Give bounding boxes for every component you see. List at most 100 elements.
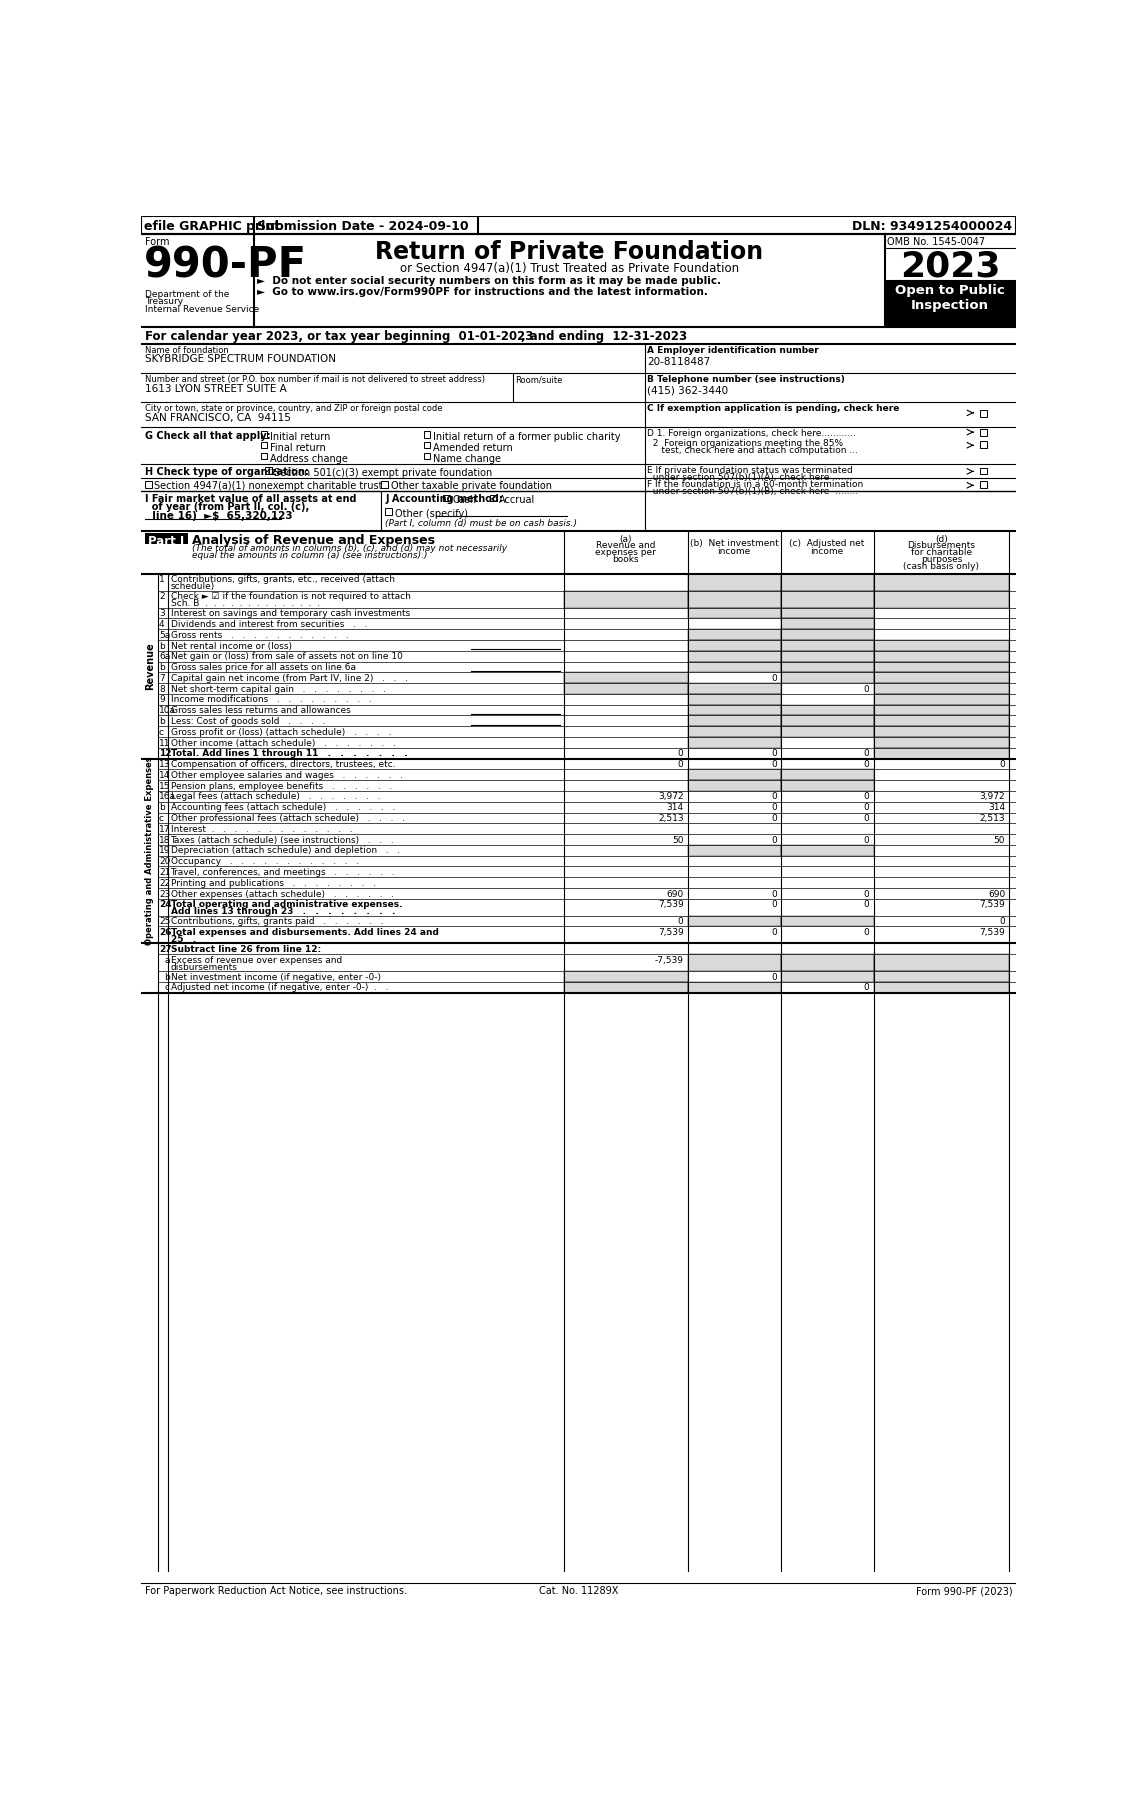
- Bar: [688, 737, 780, 748]
- Bar: [563, 683, 688, 694]
- Text: Cat. No. 11289X: Cat. No. 11289X: [539, 1586, 618, 1597]
- Text: Open to Public
Inspection: Open to Public Inspection: [895, 284, 1005, 313]
- Text: (The total of amounts in columns (b), (c), and (d) may not necessarily: (The total of amounts in columns (b), (c…: [192, 543, 507, 552]
- Bar: [688, 915, 780, 926]
- Text: Gross sales price for all assets on line 6a: Gross sales price for all assets on line…: [170, 663, 356, 672]
- Text: 0: 0: [771, 761, 777, 770]
- Text: Total operating and administrative expenses.: Total operating and administrative expen…: [170, 901, 402, 910]
- Bar: [780, 651, 874, 662]
- Text: 0: 0: [771, 973, 777, 982]
- Bar: [874, 672, 1009, 683]
- Text: Analysis of Revenue and Expenses: Analysis of Revenue and Expenses: [192, 534, 435, 547]
- Text: J Accounting method:: J Accounting method:: [385, 494, 504, 505]
- Text: Disbursements: Disbursements: [908, 541, 975, 550]
- Text: 2,513: 2,513: [980, 814, 1005, 823]
- Text: Compensation of officers, directors, trustees, etc.: Compensation of officers, directors, tru…: [170, 761, 395, 770]
- Text: 9: 9: [159, 696, 165, 705]
- Text: 0: 0: [864, 901, 869, 910]
- Text: Subtract line 26 from line 12:: Subtract line 26 from line 12:: [170, 946, 321, 955]
- Text: 990-PF: 990-PF: [145, 245, 307, 286]
- Text: 8: 8: [159, 685, 165, 694]
- Text: (415) 362-3440: (415) 362-3440: [647, 385, 728, 396]
- Text: 7,539: 7,539: [658, 928, 684, 937]
- Text: Income modifications   .   .   .   .   .   .   .   .   .: Income modifications . . . . . . . . .: [170, 696, 371, 705]
- Text: purposes: purposes: [920, 556, 962, 565]
- Text: Interest on savings and temporary cash investments: Interest on savings and temporary cash i…: [170, 610, 410, 619]
- Bar: [563, 971, 688, 982]
- Text: 20-8118487: 20-8118487: [647, 358, 710, 367]
- Bar: [688, 982, 780, 992]
- Text: (cash basis only): (cash basis only): [903, 563, 979, 572]
- Bar: [980, 410, 988, 417]
- Bar: [688, 629, 780, 640]
- Text: 4: 4: [159, 620, 165, 629]
- Text: 21: 21: [159, 868, 170, 877]
- Bar: [688, 705, 780, 716]
- Bar: [688, 955, 780, 971]
- Text: A Employer identification number: A Employer identification number: [647, 345, 819, 354]
- Text: b: b: [165, 973, 170, 982]
- Text: OMB No. 1545-0047: OMB No. 1545-0047: [887, 237, 986, 248]
- Text: test, check here and attach computation ...: test, check here and attach computation …: [647, 446, 858, 455]
- Text: Form: Form: [145, 237, 169, 248]
- Text: disbursements: disbursements: [170, 962, 237, 971]
- Text: 0: 0: [771, 901, 777, 910]
- Text: Cash: Cash: [453, 494, 476, 505]
- Text: schedule): schedule): [170, 583, 215, 592]
- Bar: [885, 280, 1016, 327]
- Bar: [780, 716, 874, 726]
- Bar: [780, 672, 874, 683]
- Text: 7,539: 7,539: [980, 901, 1005, 910]
- Text: 314: 314: [666, 804, 684, 813]
- Text: Check ► ☑ if the foundation is not required to attach: Check ► ☑ if the foundation is not requi…: [170, 592, 411, 601]
- Text: 0: 0: [864, 804, 869, 813]
- Bar: [688, 780, 780, 791]
- Text: 0: 0: [771, 674, 777, 683]
- Bar: [780, 608, 874, 619]
- Bar: [874, 971, 1009, 982]
- Text: 0: 0: [864, 928, 869, 937]
- Text: 314: 314: [988, 804, 1005, 813]
- Text: ✓: ✓: [265, 466, 272, 475]
- Text: For calendar year 2023, or tax year beginning  01-01-2023: For calendar year 2023, or tax year begi…: [145, 331, 533, 343]
- Bar: [874, 955, 1009, 971]
- Text: D 1. Foreign organizations, check here............: D 1. Foreign organizations, check here..…: [647, 430, 856, 439]
- Text: Department of the: Department of the: [145, 289, 229, 298]
- Text: , and ending  12-31-2023: , and ending 12-31-2023: [520, 331, 688, 343]
- Text: 0: 0: [771, 928, 777, 937]
- Text: Sch. B  .  .  .  .  .  .  .  .  .  .  .  .  .  .: Sch. B . . . . . . . . . . . . . .: [170, 599, 320, 608]
- Text: Gross profit or (loss) (attach schedule)   .   .   .   .: Gross profit or (loss) (attach schedule)…: [170, 728, 391, 737]
- Bar: [780, 640, 874, 651]
- Bar: [874, 737, 1009, 748]
- Text: Initial return: Initial return: [270, 432, 330, 442]
- Bar: [874, 726, 1009, 737]
- Bar: [780, 726, 874, 737]
- Text: Name change: Name change: [432, 453, 500, 464]
- Bar: [688, 716, 780, 726]
- Text: Legal fees (attach schedule)   .   .   .   .   .   .   .: Legal fees (attach schedule) . . . . . .…: [170, 793, 380, 802]
- Text: 7,539: 7,539: [980, 928, 1005, 937]
- Text: 50: 50: [994, 836, 1005, 845]
- Bar: [688, 640, 780, 651]
- Bar: [141, 216, 1016, 234]
- Bar: [688, 683, 780, 694]
- Text: b: b: [159, 642, 165, 651]
- Bar: [688, 662, 780, 672]
- Text: 23: 23: [159, 890, 170, 899]
- Text: Other (specify): Other (specify): [395, 509, 469, 520]
- Text: Excess of revenue over expenses and: Excess of revenue over expenses and: [170, 957, 342, 966]
- Bar: [874, 982, 1009, 992]
- Text: B Telephone number (see instructions): B Telephone number (see instructions): [647, 376, 846, 385]
- Text: Room/suite: Room/suite: [516, 376, 563, 385]
- Text: Operating and Administrative Expenses: Operating and Administrative Expenses: [146, 757, 155, 946]
- Text: 27: 27: [159, 946, 172, 955]
- Text: -7,539: -7,539: [655, 957, 684, 966]
- Text: (d): (d): [935, 534, 947, 543]
- Bar: [780, 955, 874, 971]
- Text: 0: 0: [999, 761, 1005, 770]
- Text: For Paperwork Reduction Act Notice, see instructions.: For Paperwork Reduction Act Notice, see …: [145, 1586, 406, 1597]
- Bar: [145, 480, 152, 487]
- Text: b: b: [159, 717, 165, 726]
- Bar: [261, 442, 268, 448]
- Text: 2,513: 2,513: [658, 814, 684, 823]
